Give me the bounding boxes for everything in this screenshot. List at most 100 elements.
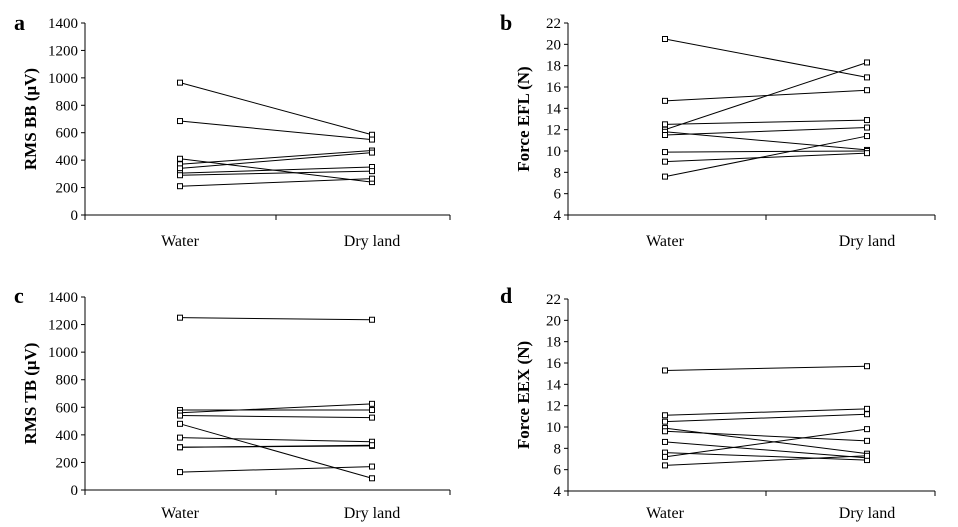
y-tick-label: 800 — [56, 373, 79, 389]
y-tick-label: 22 — [546, 292, 561, 308]
series-line-6 — [179, 166, 373, 174]
series-line-8 — [664, 428, 868, 458]
series-line-4 — [179, 150, 373, 165]
series-line-9 — [664, 135, 868, 178]
data-point — [662, 453, 668, 460]
data-point — [177, 79, 183, 86]
y-tick-label: 0 — [71, 483, 79, 499]
x-category-label: Water — [161, 505, 199, 522]
y-axis-title: Force EFL (N) — [514, 66, 533, 171]
y-tick-label: 600 — [56, 400, 79, 416]
y-tick-label: 22 — [546, 16, 561, 32]
data-point — [864, 437, 870, 444]
data-point — [662, 121, 668, 128]
series-line-2 — [664, 408, 868, 416]
series-line-3 — [664, 413, 868, 423]
y-tick-label: 400 — [56, 153, 79, 169]
data-point — [662, 428, 668, 435]
y-tick-label: 20 — [546, 313, 561, 329]
series-line-4 — [664, 427, 868, 455]
data-point — [369, 149, 375, 156]
data-point — [662, 158, 668, 165]
y-tick-label: 10 — [546, 144, 561, 160]
y-tick-label: 12 — [546, 399, 561, 415]
y-tick-label: 10 — [546, 420, 561, 436]
y-tick-label: 800 — [56, 98, 79, 114]
data-point — [864, 452, 870, 459]
y-tick-label: 0 — [71, 208, 79, 224]
series-line-8 — [179, 444, 373, 448]
data-point — [662, 97, 668, 104]
y-tick-label: 400 — [56, 428, 79, 444]
y-axis-title: RMS TB (μV) — [21, 343, 40, 445]
x-category-label: Dry land — [839, 233, 895, 250]
data-point — [864, 426, 870, 433]
series-line-2 — [664, 89, 868, 102]
y-tick-label: 1400 — [48, 16, 78, 32]
series-line-7 — [664, 150, 868, 153]
data-point — [864, 74, 870, 81]
series-line-1 — [179, 317, 373, 321]
data-point — [369, 400, 375, 407]
panel-d: 4 6 8 10 12 14 16 18 20 22 Water Dry land d Force EEX… — [500, 283, 936, 522]
series-line-5 — [179, 423, 373, 479]
data-point — [177, 314, 183, 321]
data-point — [369, 136, 375, 143]
data-point — [177, 118, 183, 125]
y-tick-label: 14 — [546, 377, 562, 393]
y-tick-label: 200 — [56, 455, 79, 471]
series-line-9 — [179, 466, 373, 473]
series-line-3 — [664, 119, 868, 125]
series-line-7 — [664, 452, 868, 461]
series-line-3 — [179, 403, 373, 414]
data-point — [662, 149, 668, 156]
data-point — [177, 420, 183, 427]
data-point — [369, 475, 375, 482]
series-line-4 — [179, 415, 373, 419]
series-line-1 — [664, 38, 868, 78]
panel-letter: d — [500, 283, 512, 308]
data-point — [369, 442, 375, 449]
panel-letter: a — [14, 10, 25, 35]
data-point — [177, 412, 183, 419]
panel-b: 4 6 8 10 12 14 16 18 20 22 Water Dry land b Force EFL… — [500, 10, 936, 250]
data-point — [369, 316, 375, 323]
panel-letter: c — [14, 283, 24, 308]
data-point — [662, 367, 668, 374]
y-tick-label: 1000 — [48, 71, 78, 87]
data-point — [369, 131, 375, 138]
data-point — [864, 133, 870, 140]
data-point — [662, 438, 668, 445]
y-tick-label: 1000 — [48, 345, 78, 361]
x-category-label: Water — [646, 505, 684, 522]
data-point — [369, 175, 375, 182]
data-point — [864, 59, 870, 66]
series-line-7 — [179, 170, 373, 176]
data-point — [177, 155, 183, 162]
y-tick-label: 200 — [56, 181, 79, 197]
data-point — [662, 462, 668, 469]
data-point — [369, 168, 375, 175]
y-axis-title: RMS BB (μV) — [21, 68, 40, 170]
data-point — [177, 183, 183, 190]
panel-a: 0 200 400 600 800 1000 1200 1400 Water Dry land a R… — [14, 10, 451, 250]
data-point — [369, 414, 375, 421]
data-point — [864, 411, 870, 418]
data-point — [177, 469, 183, 476]
data-point — [662, 173, 668, 180]
y-tick-label: 4 — [554, 208, 562, 224]
data-point — [369, 407, 375, 414]
y-tick-label: 8 — [554, 441, 562, 457]
series-line-5 — [664, 131, 868, 151]
series-line-5 — [664, 430, 868, 442]
x-category-label: Water — [161, 233, 199, 250]
x-category-label: Dry land — [344, 505, 400, 522]
data-point — [662, 418, 668, 425]
panel-c: 0 200 400 600 800 1000 1200 1400 Water Dry land c R… — [14, 283, 451, 522]
x-category-label: Water — [646, 233, 684, 250]
series-line-1 — [664, 365, 868, 371]
y-tick-label: 12 — [546, 123, 561, 139]
data-point — [864, 150, 870, 157]
series-line-8 — [179, 178, 373, 187]
